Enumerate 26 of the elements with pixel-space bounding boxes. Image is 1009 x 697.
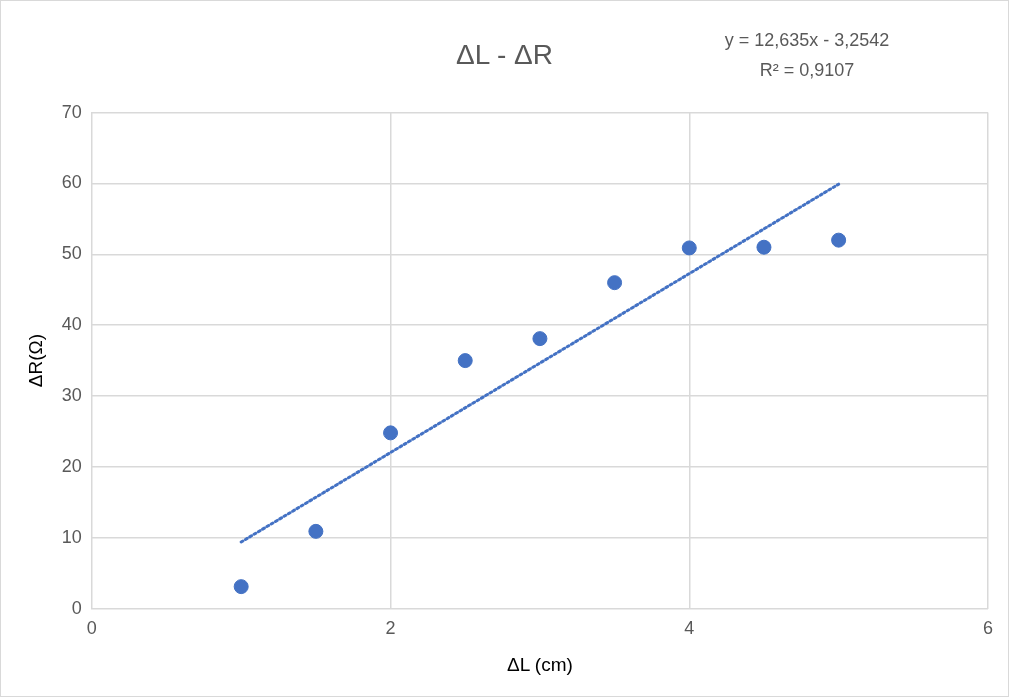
y-tick-label: 70 xyxy=(61,101,82,122)
x-tick-label: 6 xyxy=(982,618,994,639)
point xyxy=(383,425,399,441)
point xyxy=(532,331,548,347)
text: y = 12,635x - 3,2542 xyxy=(724,29,890,50)
y-tick-label: 10 xyxy=(61,526,82,547)
point xyxy=(233,579,249,595)
text: R² = 0,9107 xyxy=(759,59,855,80)
y-tick-label: 0 xyxy=(71,597,82,618)
y-axis-title: ΔR(Ω) xyxy=(24,333,46,388)
x-tick-label: 4 xyxy=(684,618,695,639)
point xyxy=(457,353,473,369)
point xyxy=(681,240,697,256)
x-axis-title: ΔL (cm) xyxy=(507,653,573,675)
x-tick-label: 0 xyxy=(86,618,97,639)
chart-title: ΔL - ΔR xyxy=(455,38,554,70)
x-tick-label: 2 xyxy=(385,618,396,639)
y-tick-label: 60 xyxy=(61,172,82,193)
y-tick-label: 30 xyxy=(61,385,82,405)
point xyxy=(756,239,772,255)
point xyxy=(308,523,324,539)
point xyxy=(831,232,847,248)
point xyxy=(607,275,623,291)
y-tick-label: 20 xyxy=(61,455,82,476)
y-tick-label: 40 xyxy=(61,314,82,335)
y-tick-label: 50 xyxy=(61,243,82,264)
